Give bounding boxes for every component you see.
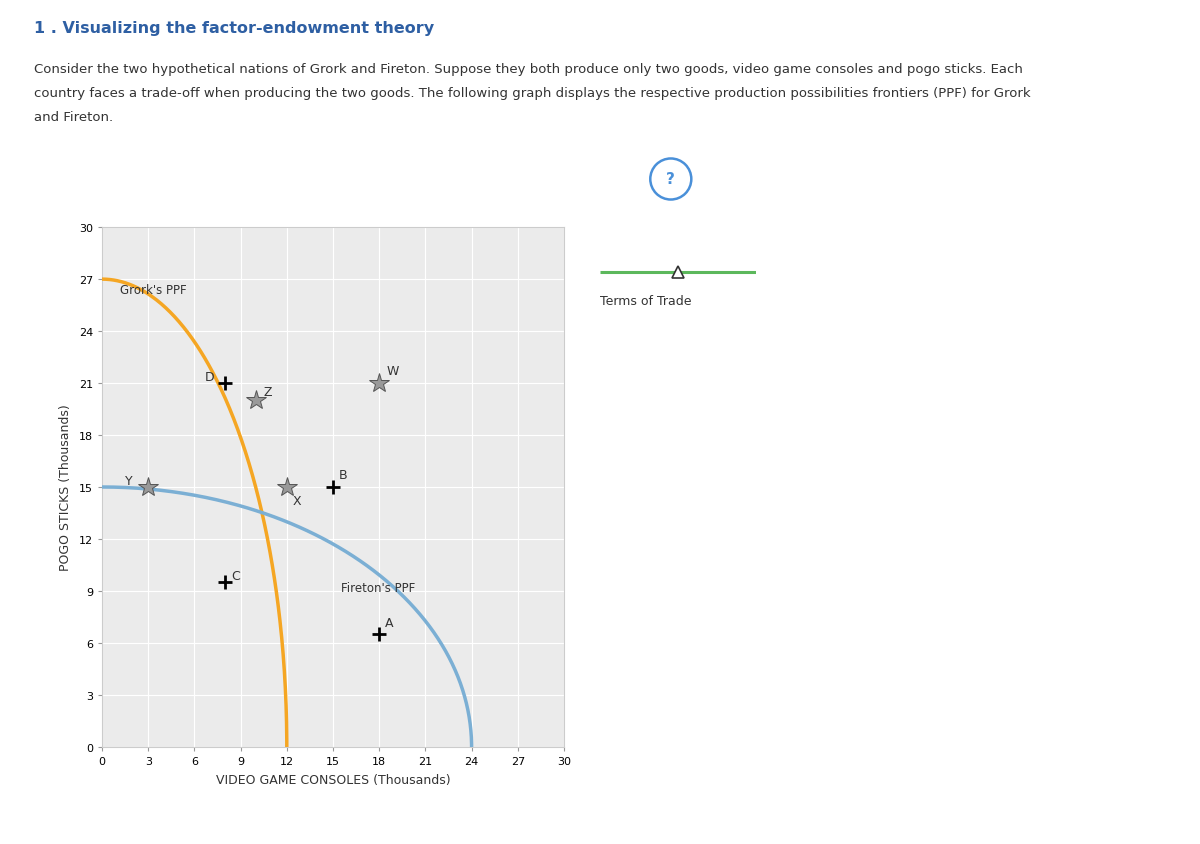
Text: A: A [385,616,394,629]
Text: ?: ? [666,172,676,187]
Text: Y: Y [125,474,133,487]
Y-axis label: POGO STICKS (Thousands): POGO STICKS (Thousands) [59,404,72,571]
Text: W: W [386,365,400,378]
X-axis label: VIDEO GAME CONSOLES (Thousands): VIDEO GAME CONSOLES (Thousands) [216,773,450,786]
Text: X: X [293,495,301,508]
Text: Z: Z [264,386,272,398]
Text: Terms of Trade: Terms of Trade [600,295,691,307]
Text: and Fireton.: and Fireton. [34,111,113,123]
Text: Fireton's PPF: Fireton's PPF [341,582,415,594]
Text: Consider the two hypothetical nations of Grork and Fireton. Suppose they both pr: Consider the two hypothetical nations of… [34,63,1022,76]
Text: B: B [340,468,348,482]
Text: 1 . Visualizing the factor-endowment theory: 1 . Visualizing the factor-endowment the… [34,21,433,36]
Text: country faces a trade-off when producing the two goods. The following graph disp: country faces a trade-off when producing… [34,87,1031,100]
Text: C: C [232,569,240,582]
Text: Grork's PPF: Grork's PPF [120,284,187,296]
Text: D: D [205,371,215,383]
